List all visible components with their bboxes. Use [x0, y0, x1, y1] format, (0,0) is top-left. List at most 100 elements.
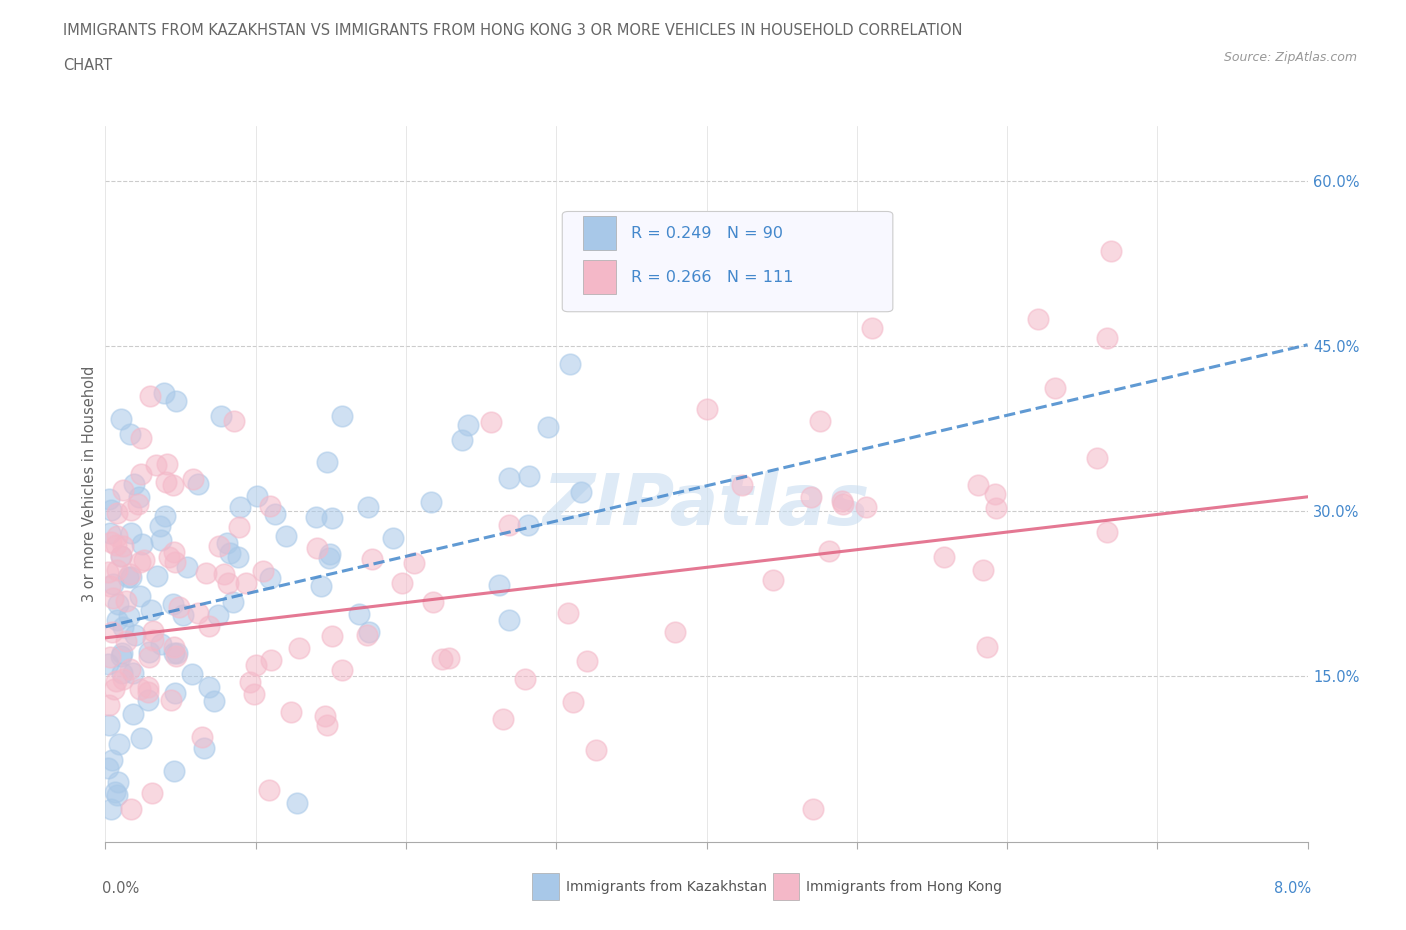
Point	[357, 499, 380, 514]
Point	[176, 560, 198, 575]
Point	[1101, 244, 1123, 259]
Point	[163, 544, 186, 559]
Point	[120, 570, 142, 585]
Point	[153, 386, 176, 401]
Point	[517, 468, 540, 483]
Point	[382, 530, 405, 545]
FancyBboxPatch shape	[582, 216, 616, 250]
Text: 0.0%: 0.0%	[101, 881, 139, 896]
Point	[239, 674, 262, 689]
Point	[222, 594, 245, 609]
Point	[488, 578, 510, 592]
Point	[107, 597, 129, 612]
Point	[558, 356, 581, 371]
Point	[228, 499, 250, 514]
Point	[437, 650, 460, 665]
Point	[97, 491, 120, 506]
Point	[319, 546, 342, 561]
Point	[305, 510, 328, 525]
Point	[561, 695, 583, 710]
Point	[181, 667, 204, 682]
Point	[356, 628, 378, 643]
Point	[263, 507, 285, 522]
FancyBboxPatch shape	[562, 211, 893, 312]
Point	[330, 662, 353, 677]
Point	[498, 613, 520, 628]
Point	[207, 608, 229, 623]
Point	[235, 576, 257, 591]
Point	[111, 645, 134, 660]
Point	[103, 682, 125, 697]
Point	[131, 537, 153, 551]
Point	[801, 801, 824, 816]
Point	[576, 654, 599, 669]
Point	[316, 718, 339, 733]
Point	[1095, 525, 1118, 539]
Text: Source: ZipAtlas.com: Source: ZipAtlas.com	[1223, 51, 1357, 64]
Point	[129, 682, 152, 697]
Text: R = 0.266   N = 111: R = 0.266 N = 111	[631, 270, 793, 285]
Point	[118, 661, 141, 676]
Point	[457, 418, 479, 432]
Point	[97, 657, 120, 671]
Point	[537, 420, 560, 435]
Point	[193, 740, 215, 755]
Point	[259, 498, 281, 513]
Point	[318, 551, 340, 565]
Point	[422, 595, 444, 610]
Point	[1095, 331, 1118, 346]
Point	[110, 649, 132, 664]
Point	[120, 427, 142, 442]
Point	[163, 685, 186, 700]
Point	[132, 552, 155, 567]
Point	[966, 477, 988, 492]
Point	[217, 536, 239, 551]
Point	[321, 628, 343, 643]
Point	[163, 645, 186, 660]
Point	[517, 517, 540, 532]
Point	[818, 543, 841, 558]
Point	[285, 796, 308, 811]
Point	[105, 563, 128, 578]
Point	[117, 569, 139, 584]
Point	[120, 526, 142, 541]
Point	[136, 679, 159, 694]
Text: R = 0.249   N = 90: R = 0.249 N = 90	[631, 226, 783, 241]
Text: IMMIGRANTS FROM KAZAKHSTAN VS IMMIGRANTS FROM HONG KONG 3 OR MORE VEHICLES IN HO: IMMIGRANTS FROM KAZAKHSTAN VS IMMIGRANTS…	[63, 23, 963, 38]
Point	[808, 414, 831, 429]
Point	[136, 692, 159, 707]
Point	[118, 566, 141, 581]
Point	[104, 785, 127, 800]
Point	[274, 528, 297, 543]
Point	[98, 650, 121, 665]
FancyBboxPatch shape	[533, 873, 558, 900]
Point	[187, 476, 209, 491]
Point	[664, 624, 686, 639]
Point	[142, 632, 165, 647]
Point	[128, 490, 150, 505]
Point	[100, 578, 122, 593]
Point	[163, 640, 186, 655]
Point	[145, 458, 167, 472]
Point	[762, 572, 785, 587]
Point	[127, 497, 149, 512]
Point	[142, 623, 165, 638]
Point	[98, 717, 121, 732]
Point	[252, 564, 274, 578]
Point	[100, 625, 122, 640]
Point	[321, 511, 343, 525]
Point	[309, 578, 332, 593]
Point	[288, 641, 311, 656]
Point	[347, 607, 370, 622]
Point	[198, 618, 221, 633]
Point	[138, 650, 160, 665]
Text: ZIPatlas: ZIPatlas	[543, 471, 870, 539]
Point	[162, 597, 184, 612]
Point	[515, 671, 537, 686]
Point	[105, 505, 128, 520]
Point	[187, 605, 209, 620]
Point	[111, 538, 134, 553]
Point	[165, 649, 187, 664]
Point	[100, 535, 122, 550]
Point	[831, 493, 853, 508]
